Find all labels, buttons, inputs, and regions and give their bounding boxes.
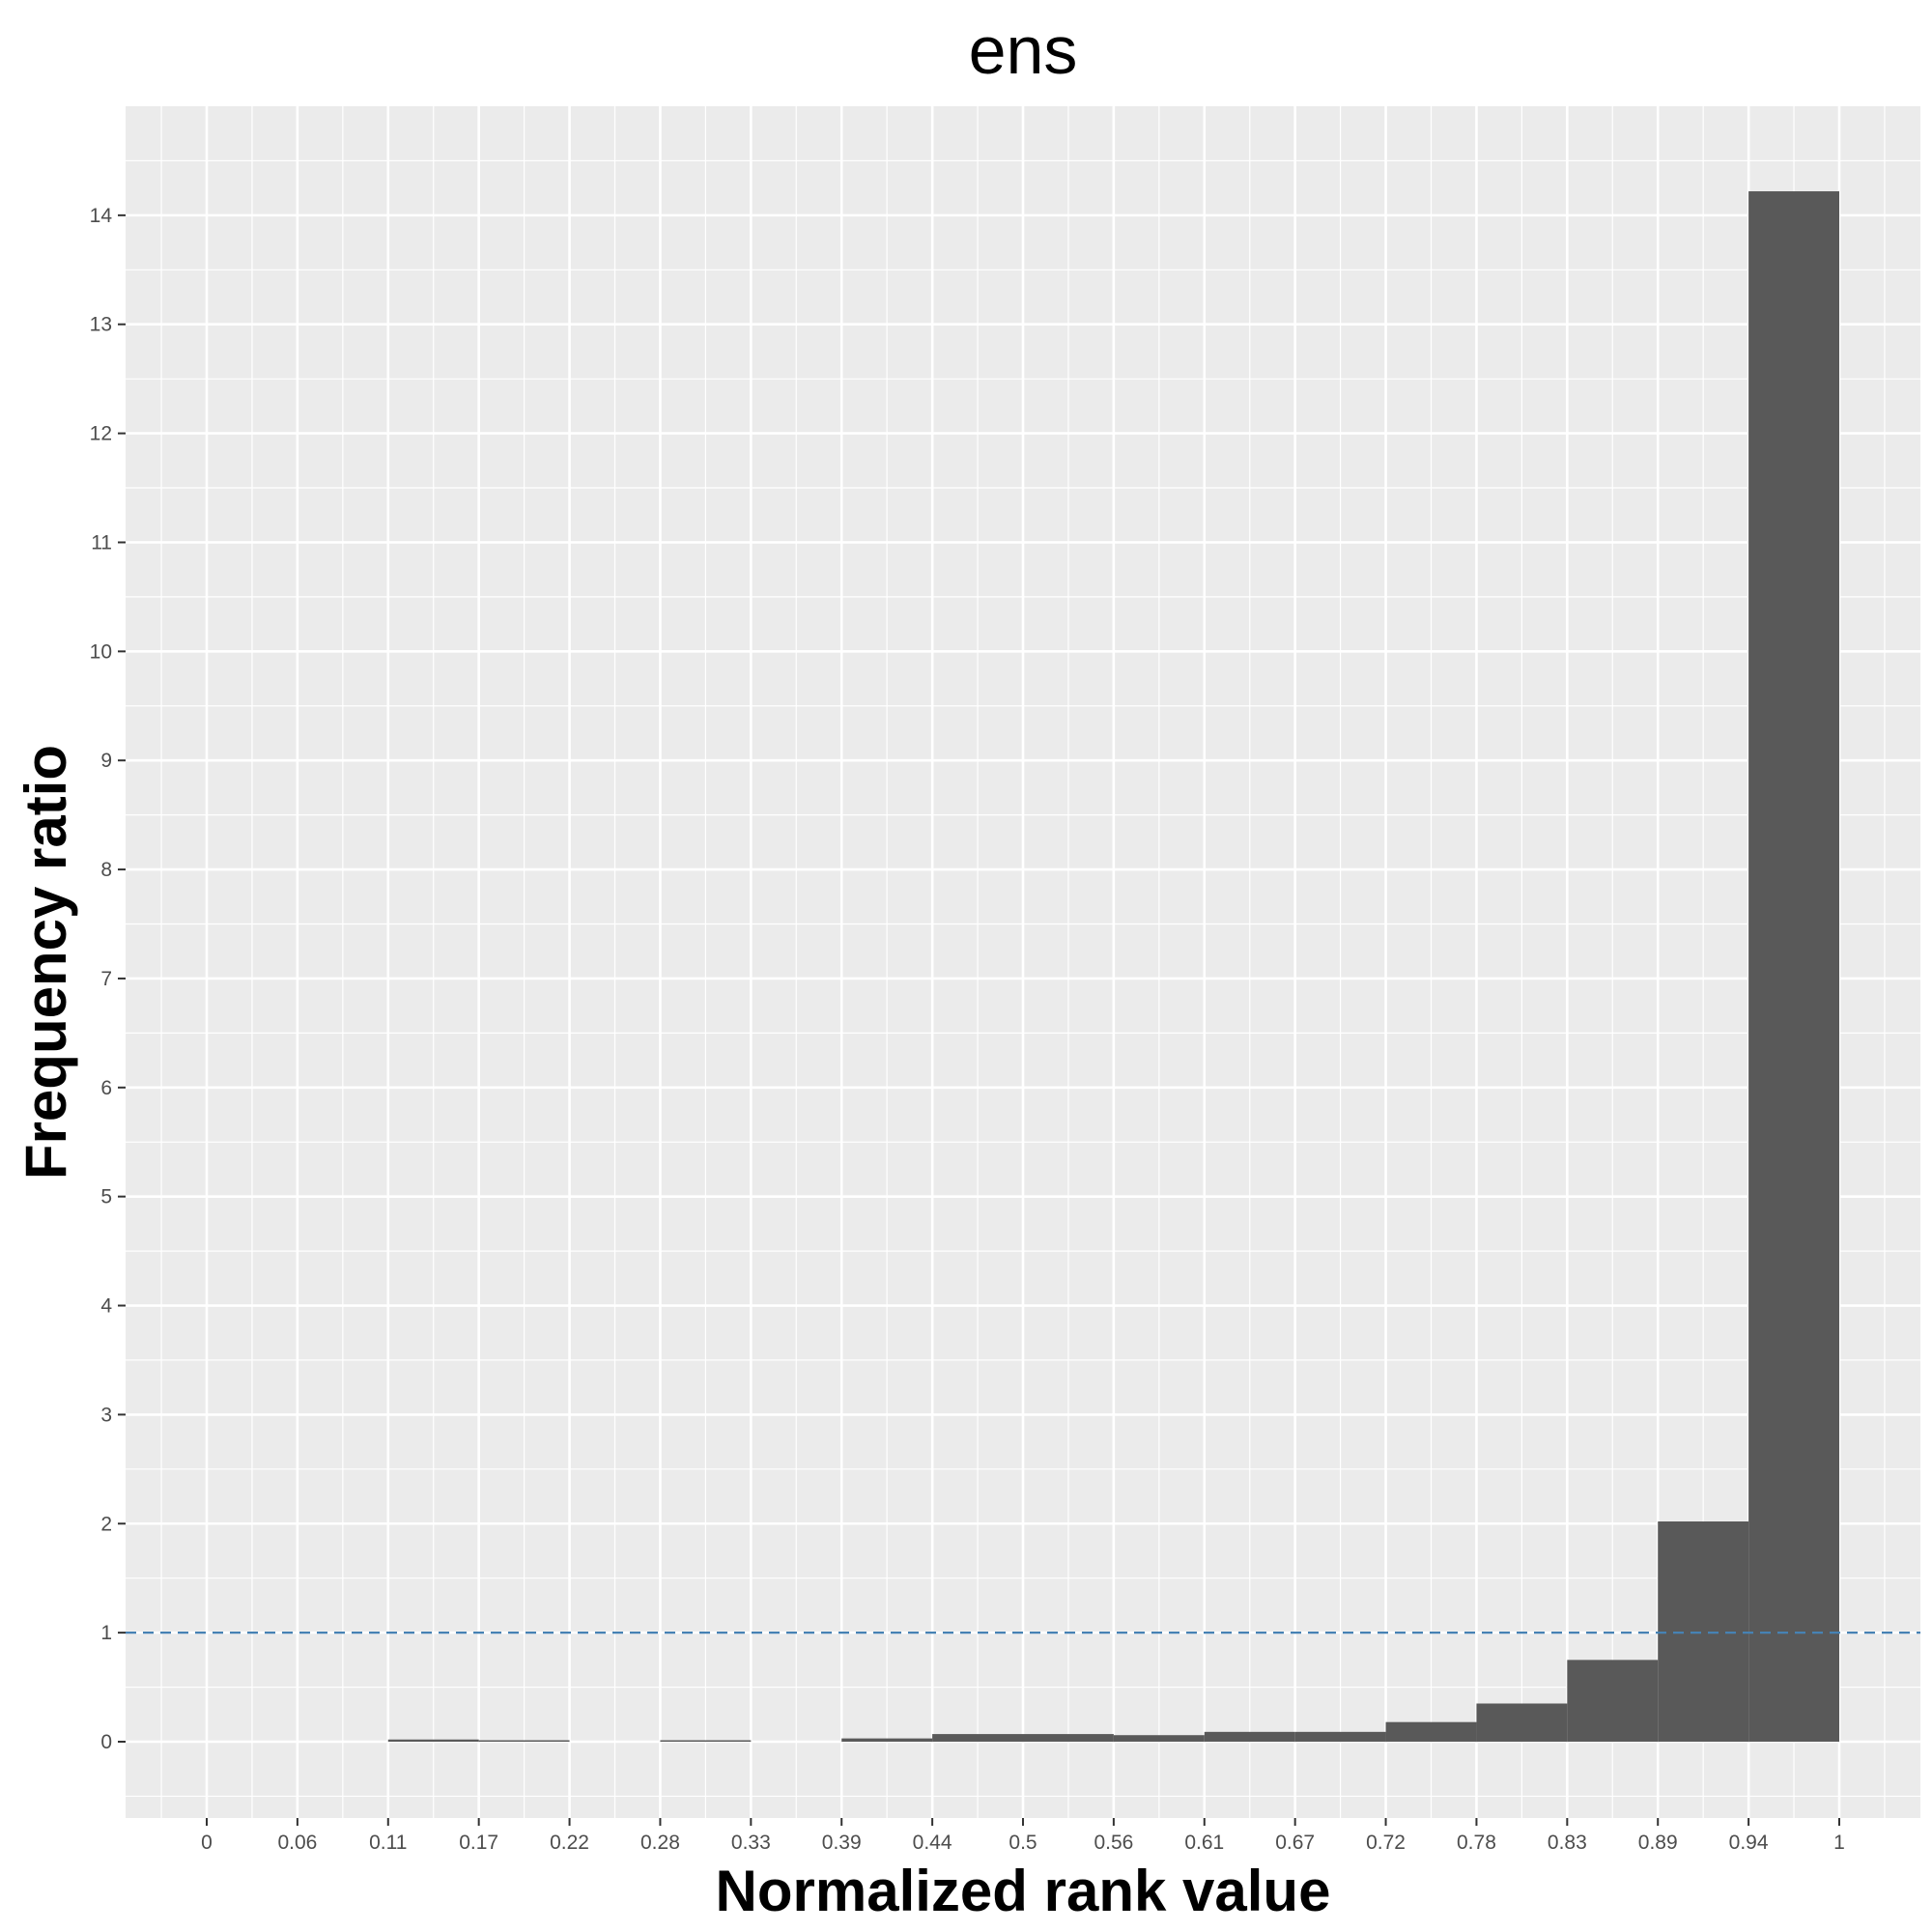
histogram-bar: [1204, 1731, 1295, 1742]
x-tick-label: 0.5: [1009, 1832, 1037, 1854]
x-tick-label: 0.61: [1184, 1832, 1224, 1854]
histogram-bar: [1113, 1735, 1205, 1742]
y-tick-label: 6: [100, 1077, 112, 1099]
x-tick-label: 0.17: [459, 1832, 498, 1854]
y-tick-label: 11: [91, 531, 112, 554]
histogram-bar: [387, 1739, 479, 1742]
histogram-bar: [841, 1738, 933, 1742]
histogram-bar: [1567, 1660, 1659, 1742]
y-tick-label: 7: [100, 968, 112, 990]
y-tick-label: 4: [100, 1295, 112, 1318]
x-tick-label: 0.39: [822, 1832, 862, 1854]
y-tick-label: 2: [100, 1513, 112, 1535]
x-tick-label: 0.78: [1457, 1832, 1496, 1854]
x-tick-label: 0.67: [1275, 1832, 1315, 1854]
y-tick-label: 9: [100, 750, 112, 772]
y-tick-label: 10: [90, 640, 112, 663]
histogram-bar: [478, 1740, 570, 1742]
y-tick-label: 13: [90, 314, 112, 336]
x-tick-label: 0.72: [1366, 1832, 1406, 1854]
y-axis-title: Frequency ratio: [14, 745, 78, 1179]
histogram-bar: [1748, 191, 1839, 1742]
x-tick-label: 0.83: [1548, 1832, 1587, 1854]
x-tick-label: 0: [201, 1832, 213, 1854]
y-tick-label: 0: [100, 1731, 112, 1753]
x-axis-title: Normalized rank value: [716, 1859, 1331, 1923]
x-tick-label: 0.22: [550, 1832, 589, 1854]
histogram-bar: [1658, 1521, 1749, 1742]
x-tick-label: 0.94: [1729, 1832, 1769, 1854]
histogram-bar: [932, 1734, 1023, 1742]
bars: [387, 191, 1839, 1742]
y-tick-label: 14: [90, 205, 113, 227]
x-tick-label: 1: [1833, 1832, 1845, 1854]
histogram-bar: [660, 1740, 752, 1742]
x-tick-label: 0.11: [369, 1832, 407, 1854]
x-tick-label: 0.28: [640, 1832, 680, 1854]
histogram-bar: [1294, 1731, 1386, 1742]
x-axis: 0 0.06 0.11 0.17 0.22 0.28 0.33 0.39 0.44 0.5 0.56…: [201, 1818, 1845, 1854]
x-tick-label: 0.44: [913, 1832, 952, 1854]
histogram-bar: [1476, 1703, 1568, 1742]
x-tick-label: 0.56: [1094, 1832, 1133, 1854]
y-tick-label: 8: [100, 859, 112, 881]
x-tick-label: 0.06: [277, 1832, 317, 1854]
x-tick-label: 0.89: [1638, 1832, 1678, 1854]
chart-title: ens: [969, 13, 1078, 88]
histogram-bar: [1023, 1734, 1114, 1742]
y-tick-label: 12: [90, 423, 112, 445]
histogram-bar: [1385, 1721, 1477, 1742]
y-tick-label: 5: [100, 1186, 112, 1208]
y-tick-label: 1: [100, 1622, 112, 1644]
x-tick-label: 0.33: [731, 1832, 771, 1854]
y-tick-label: 3: [100, 1404, 112, 1426]
